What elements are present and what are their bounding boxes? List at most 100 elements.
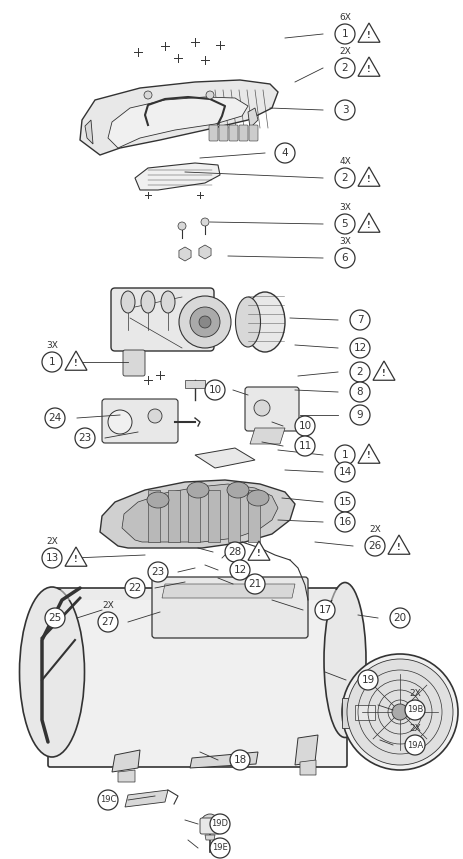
Circle shape xyxy=(295,436,315,456)
Polygon shape xyxy=(358,444,380,463)
Polygon shape xyxy=(188,490,200,542)
Circle shape xyxy=(45,408,65,428)
Circle shape xyxy=(199,316,211,328)
Circle shape xyxy=(190,307,220,337)
Ellipse shape xyxy=(245,292,285,352)
Polygon shape xyxy=(190,752,258,768)
FancyBboxPatch shape xyxy=(111,288,214,351)
Circle shape xyxy=(347,659,453,765)
FancyBboxPatch shape xyxy=(102,399,178,443)
Text: 6X: 6X xyxy=(339,13,351,22)
Polygon shape xyxy=(125,790,168,807)
Text: 28: 28 xyxy=(228,547,242,557)
Polygon shape xyxy=(300,760,316,775)
Circle shape xyxy=(335,512,355,532)
FancyBboxPatch shape xyxy=(249,125,258,141)
Text: 3X: 3X xyxy=(339,203,351,212)
Circle shape xyxy=(245,574,265,594)
Polygon shape xyxy=(250,428,285,444)
Circle shape xyxy=(98,790,118,810)
Circle shape xyxy=(295,416,315,436)
Text: 19E: 19E xyxy=(212,844,228,852)
Text: 2: 2 xyxy=(342,173,348,183)
Text: 8: 8 xyxy=(357,387,363,397)
Circle shape xyxy=(42,352,62,372)
Text: 5: 5 xyxy=(342,219,348,229)
Polygon shape xyxy=(80,80,278,155)
Text: !: ! xyxy=(367,221,371,229)
Circle shape xyxy=(350,362,370,382)
Circle shape xyxy=(350,310,370,330)
Circle shape xyxy=(148,409,162,423)
Text: 19: 19 xyxy=(362,675,375,685)
FancyBboxPatch shape xyxy=(245,387,299,431)
Text: !: ! xyxy=(74,358,78,368)
Polygon shape xyxy=(100,480,295,548)
Text: 2X: 2X xyxy=(46,537,58,546)
Text: 21: 21 xyxy=(248,579,262,589)
Polygon shape xyxy=(185,380,205,388)
Text: 14: 14 xyxy=(338,467,351,477)
Text: 19B: 19B xyxy=(407,705,423,715)
Ellipse shape xyxy=(227,482,249,498)
Text: 11: 11 xyxy=(298,441,312,451)
Circle shape xyxy=(230,560,250,580)
Text: 26: 26 xyxy=(369,541,382,551)
Circle shape xyxy=(206,91,214,99)
Circle shape xyxy=(125,578,145,598)
Text: !: ! xyxy=(367,174,371,184)
Text: 2X: 2X xyxy=(409,689,421,698)
Text: !: ! xyxy=(257,549,261,557)
Ellipse shape xyxy=(147,492,169,508)
Polygon shape xyxy=(108,97,248,148)
Text: 2: 2 xyxy=(342,63,348,73)
Polygon shape xyxy=(65,547,87,566)
Polygon shape xyxy=(358,213,380,232)
Text: 1: 1 xyxy=(342,450,348,460)
Polygon shape xyxy=(373,361,395,381)
Circle shape xyxy=(405,700,425,720)
Circle shape xyxy=(315,600,335,620)
Circle shape xyxy=(275,143,295,163)
Text: 19C: 19C xyxy=(100,795,116,805)
Ellipse shape xyxy=(19,587,85,757)
Polygon shape xyxy=(388,535,410,554)
Text: !: ! xyxy=(397,543,401,551)
Polygon shape xyxy=(248,490,260,542)
Text: !: ! xyxy=(367,64,371,74)
Circle shape xyxy=(335,168,355,188)
Ellipse shape xyxy=(187,482,209,498)
Circle shape xyxy=(148,562,168,582)
Text: 2X: 2X xyxy=(369,525,381,534)
Ellipse shape xyxy=(324,582,366,738)
Ellipse shape xyxy=(121,291,135,313)
Polygon shape xyxy=(295,735,318,765)
Circle shape xyxy=(254,400,270,416)
FancyBboxPatch shape xyxy=(229,125,238,141)
Text: 1: 1 xyxy=(342,29,348,39)
Polygon shape xyxy=(118,770,135,782)
Circle shape xyxy=(335,492,355,512)
Polygon shape xyxy=(355,705,375,720)
Circle shape xyxy=(230,750,250,770)
Polygon shape xyxy=(205,835,215,840)
Text: !: ! xyxy=(367,31,371,40)
Circle shape xyxy=(45,608,65,628)
Text: 13: 13 xyxy=(45,553,59,563)
Circle shape xyxy=(392,704,408,720)
Polygon shape xyxy=(112,750,140,772)
Text: 3: 3 xyxy=(342,105,348,115)
Circle shape xyxy=(390,608,410,628)
Text: 9: 9 xyxy=(357,410,363,420)
Polygon shape xyxy=(85,120,93,144)
FancyBboxPatch shape xyxy=(209,125,218,141)
FancyBboxPatch shape xyxy=(239,125,248,141)
Text: 27: 27 xyxy=(101,617,115,627)
Polygon shape xyxy=(65,351,87,370)
Text: 2X: 2X xyxy=(339,47,351,56)
Text: !: ! xyxy=(382,369,386,377)
Polygon shape xyxy=(162,584,295,598)
Text: 10: 10 xyxy=(299,421,312,431)
Circle shape xyxy=(210,814,230,834)
Text: 17: 17 xyxy=(319,605,332,615)
